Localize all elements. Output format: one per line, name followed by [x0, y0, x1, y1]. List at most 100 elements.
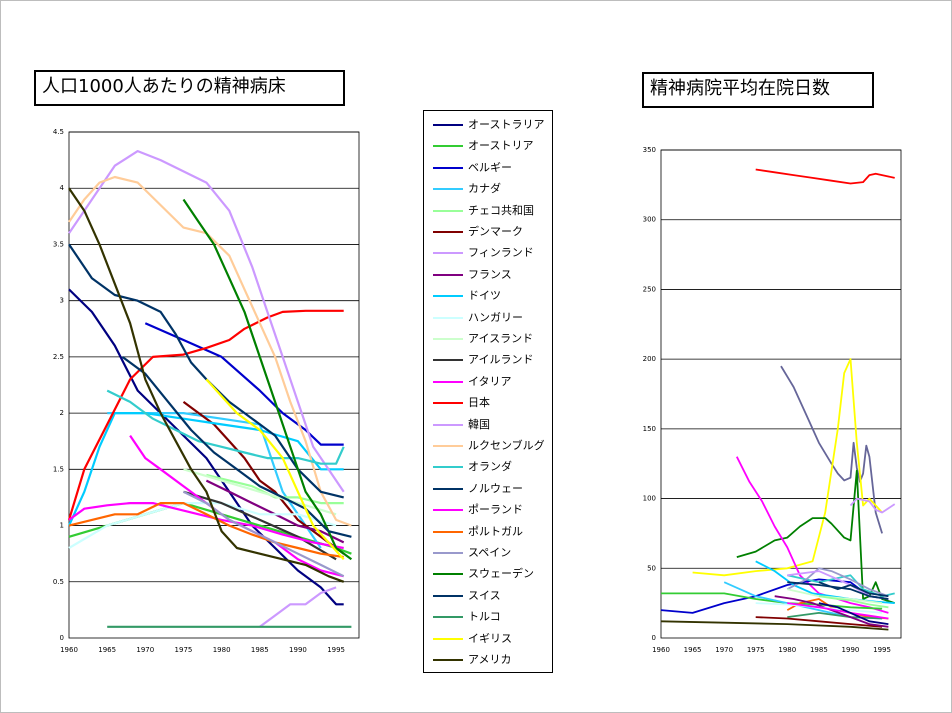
beds-series-line	[68, 150, 345, 493]
legend-item: 韓国	[424, 415, 552, 436]
legend-item: ポーランド	[424, 500, 552, 521]
stay-series-line	[755, 168, 895, 185]
stay-x-tick-label: 1990	[842, 646, 860, 654]
beds-y-tick-label: 0	[60, 634, 64, 642]
legend-label: オーストリア	[468, 139, 534, 153]
beds-x-tick-label: 1990	[289, 646, 307, 654]
legend-swatch	[433, 509, 463, 512]
beds-y-tick-label: 3.5	[53, 240, 64, 248]
beds-y-tick-label: 4	[60, 184, 65, 192]
legend-label: 日本	[468, 396, 490, 410]
beds-series-line	[67, 412, 344, 527]
stay-series-line	[755, 616, 883, 628]
legend-item: オランダ	[424, 457, 552, 478]
beds-x-tick-label: 1995	[327, 646, 345, 654]
legend-item: トルコ	[424, 607, 552, 628]
legend-item: アメリカ	[424, 650, 552, 671]
legend-item: スウェーデン	[424, 564, 552, 585]
legend-label: スイス	[468, 588, 501, 602]
beds-y-tick-label: 4.5	[53, 128, 64, 136]
stay-y-tick-label: 300	[643, 216, 656, 224]
legend-swatch	[433, 209, 463, 212]
stay-y-tick-label: 350	[643, 146, 656, 154]
legend-label: カナダ	[468, 182, 501, 196]
legend-label: ポルトガル	[468, 524, 523, 538]
beds-y-tick-label: 1	[60, 522, 64, 530]
legend-swatch	[433, 445, 463, 447]
beds-series-line	[106, 389, 345, 465]
stay-x-tick-label: 1985	[810, 646, 828, 654]
legend-label: スペイン	[468, 546, 512, 559]
legend-label: オランダ	[468, 460, 512, 474]
stay-series-line	[818, 581, 889, 598]
legend-swatch	[433, 380, 463, 383]
legend-swatch	[433, 616, 463, 619]
legend-swatch	[433, 637, 463, 640]
legend-item: ベルギー	[424, 158, 552, 179]
stay-x-tick-label: 1995	[873, 646, 891, 654]
legend-label: イギリス	[468, 631, 512, 645]
legend-item: 日本	[424, 393, 552, 414]
legend-swatch	[433, 530, 463, 533]
beds-series-line	[68, 288, 344, 606]
beds-series-line	[68, 175, 352, 527]
beds-series-line	[67, 309, 344, 521]
legend-label: ノルウェー	[468, 481, 523, 495]
beds-series-line	[68, 502, 337, 549]
legend-item: フランス	[424, 265, 552, 286]
beds-x-tick-label: 1965	[98, 646, 116, 654]
beds-y-tick-label: 1.5	[53, 465, 64, 473]
legend-item: アイスランド	[424, 329, 552, 350]
beds-y-tick-label: 0.5	[53, 578, 64, 586]
legend-label: デンマーク	[468, 225, 523, 238]
stay-series-line	[786, 567, 889, 598]
legend-swatch	[433, 273, 463, 276]
stay-series-line	[780, 365, 883, 534]
legend-label: ポーランド	[468, 503, 523, 517]
legend-swatch	[433, 124, 463, 126]
beds-x-tick-label: 1985	[251, 646, 269, 654]
legend-label: フランス	[468, 267, 512, 281]
legend-item: フィンランド	[424, 243, 552, 264]
legend-swatch	[433, 338, 463, 340]
legend-swatch	[433, 466, 463, 469]
beds-x-tick-label: 1975	[175, 646, 193, 654]
left-chart-title: 人口1000人あたりの精神病床	[34, 70, 345, 106]
legend-label: ルクセンブルグ	[468, 439, 545, 452]
legend-swatch	[433, 359, 463, 362]
beds-y-tick-label: 2.5	[53, 353, 64, 361]
beds-series-line	[121, 356, 352, 538]
beds-series-line	[68, 502, 344, 550]
legend-swatch	[433, 594, 463, 597]
legend-item: スペイン	[424, 543, 552, 564]
stay-series-line	[818, 595, 889, 609]
legend-swatch	[433, 252, 463, 255]
legend-label: ベルギー	[468, 160, 512, 174]
stay-series-line	[787, 612, 883, 620]
legend-item: オーストラリア	[424, 115, 552, 136]
legend-item: ハンガリー	[424, 308, 552, 329]
legend-swatch	[433, 402, 463, 405]
stay-series-line	[787, 581, 889, 600]
legend-swatch	[433, 166, 463, 169]
legend-swatch	[433, 295, 463, 298]
legend-swatch	[433, 316, 463, 319]
legend-swatch	[433, 145, 463, 148]
legend-swatch	[433, 659, 463, 661]
beds-series-line	[205, 378, 345, 561]
legend-item: イギリス	[424, 629, 552, 650]
legend-item: ドイツ	[424, 286, 552, 307]
legend-item: アイルランド	[424, 350, 552, 371]
legend-label: アメリカ	[468, 653, 512, 666]
stay-x-tick-label: 1980	[778, 646, 796, 654]
legend-swatch	[433, 231, 463, 233]
stay-series-line	[735, 456, 889, 614]
beds-x-tick-label: 1970	[136, 646, 154, 654]
stay-x-tick-label: 1965	[684, 646, 702, 654]
legend-item: ノルウェー	[424, 479, 552, 500]
stay-x-tick-label: 1975	[747, 646, 765, 654]
right-chart-title: 精神病院平均在院日数	[642, 72, 874, 108]
legend-label: トルコ	[468, 610, 501, 624]
